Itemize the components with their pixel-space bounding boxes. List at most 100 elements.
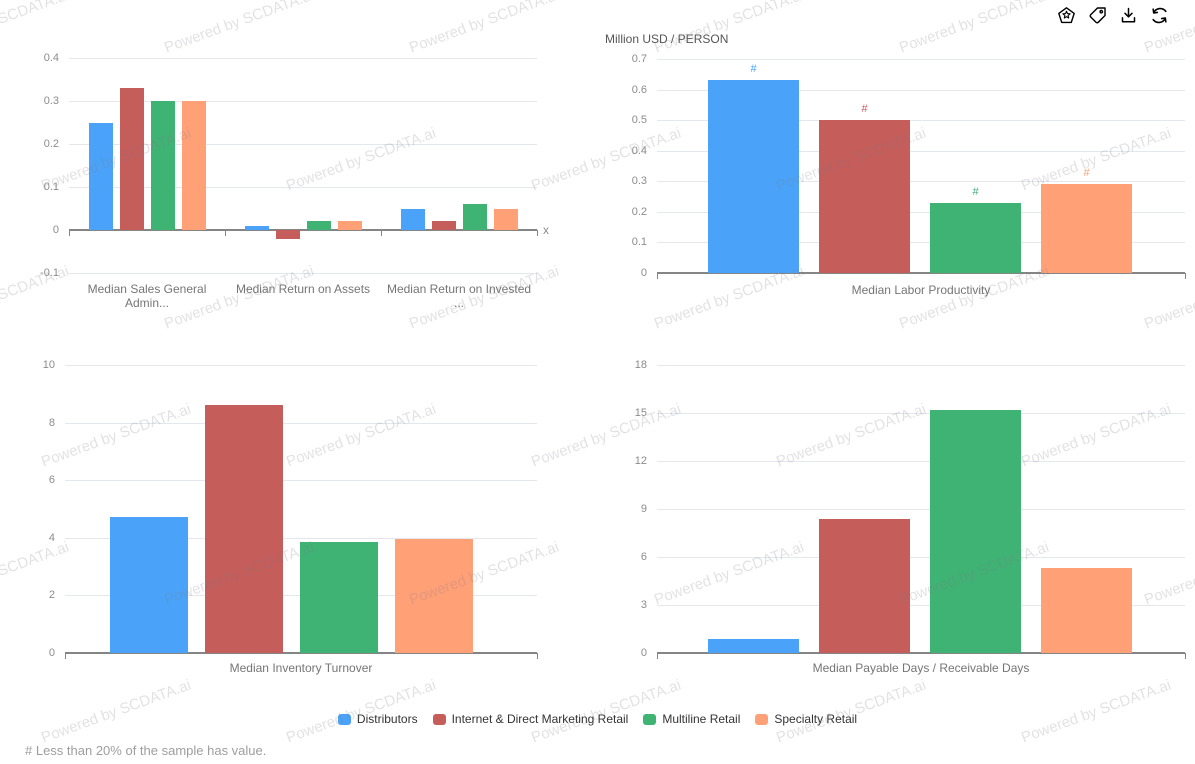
axis-tick xyxy=(1185,653,1186,659)
chart-median-ratios: -0.1 0 0.1 0.2 0.3 0.4 Median Sales General Ad… xyxy=(0,30,565,330)
legend-item[interactable]: Internet & Direct Marketing Retail xyxy=(432,712,628,726)
category-label: Median Return on Assets xyxy=(235,282,371,296)
y-tick-label: 0.2 xyxy=(43,138,59,150)
bar[interactable] xyxy=(819,120,910,273)
flag-annotation: # xyxy=(972,185,979,198)
y-tick-label: 12 xyxy=(634,455,647,467)
y-tick-label: 0.3 xyxy=(43,95,59,107)
gridline xyxy=(657,365,1185,366)
y-tick-label: 0.5 xyxy=(631,114,647,127)
y-tick-label: 0.3 xyxy=(631,175,647,188)
chart-median-labor-productivity: 0 0.1 0.2 0.3 0.4 0.5 0.6 0.7 # # # # Median Labor P… xyxy=(595,25,1195,325)
y-tick-label: 0.7 xyxy=(631,53,647,65)
category-label: Median Labor Productivity xyxy=(851,283,991,297)
gridline xyxy=(657,150,1185,152)
y-tick-label: 6 xyxy=(48,474,55,487)
gridline xyxy=(657,89,1185,91)
y-tick-label: 0.1 xyxy=(631,236,647,249)
gridline xyxy=(69,273,537,274)
bar[interactable] xyxy=(819,519,910,653)
gridline xyxy=(65,537,537,539)
y-tick-label: 0.4 xyxy=(631,144,647,157)
refresh-icon[interactable] xyxy=(1150,6,1169,25)
x-axis-line xyxy=(657,652,1185,654)
bar[interactable] xyxy=(150,101,175,230)
y-tick-label: 0.6 xyxy=(631,83,647,96)
bar[interactable] xyxy=(244,225,269,230)
bar[interactable] xyxy=(431,221,456,230)
gridline xyxy=(657,181,1185,183)
legend-item[interactable]: Distributors xyxy=(337,712,418,726)
bar[interactable] xyxy=(400,208,425,230)
axis-tick xyxy=(657,273,658,279)
y-tick-label: 8 xyxy=(48,416,55,429)
bar[interactable] xyxy=(300,541,378,653)
legend-label: Distributors xyxy=(356,712,418,726)
y-tick-label: 15 xyxy=(634,407,647,419)
axis-tick xyxy=(657,653,658,659)
bar[interactable] xyxy=(930,202,1021,273)
bar[interactable] xyxy=(306,221,331,230)
bar[interactable] xyxy=(462,204,487,230)
y-tick-label: 2 xyxy=(48,589,55,602)
axis-unit-label: Million USD / PERSON xyxy=(605,32,729,46)
x-axis-line xyxy=(65,652,537,654)
flag-annotation: # xyxy=(750,63,757,76)
x-axis-line xyxy=(657,272,1185,274)
bar[interactable] xyxy=(205,404,283,653)
bar[interactable] xyxy=(395,538,473,653)
gridline xyxy=(657,461,1185,462)
y-tick-label: 0.4 xyxy=(43,52,59,64)
download-icon[interactable] xyxy=(1119,6,1138,25)
footnote: # Less than 20% of the sample has value. xyxy=(25,743,267,758)
toolbar xyxy=(1057,6,1169,25)
gridline xyxy=(657,242,1185,244)
gridline xyxy=(69,144,537,145)
tag-icon[interactable] xyxy=(1088,6,1107,25)
axis-tick xyxy=(381,230,382,236)
gridline xyxy=(657,120,1185,122)
bar[interactable] xyxy=(708,638,799,653)
bar[interactable] xyxy=(493,208,518,230)
legend-swatch xyxy=(755,713,769,725)
bar[interactable] xyxy=(110,517,188,653)
x-axis-line xyxy=(69,229,537,231)
y-tick-label: 0 xyxy=(52,224,59,236)
y-tick-label: 0 xyxy=(48,647,55,659)
legend-swatch xyxy=(643,713,657,725)
bar[interactable] xyxy=(88,122,113,230)
gridline xyxy=(657,509,1185,510)
gridline xyxy=(657,211,1185,213)
axis-tick xyxy=(69,230,70,236)
bar[interactable] xyxy=(181,101,206,230)
gridline xyxy=(657,605,1185,606)
gridline xyxy=(65,365,537,366)
y-tick-label: 0 xyxy=(640,647,647,659)
gridline xyxy=(69,187,537,188)
y-tick-label: -0.1 xyxy=(40,267,59,279)
bar[interactable] xyxy=(1041,184,1132,273)
bar[interactable] xyxy=(275,230,300,239)
legend-item[interactable]: Specialty Retail xyxy=(755,712,857,726)
legend-label: Multiline Retail xyxy=(662,712,741,726)
y-tick-label: 0.2 xyxy=(631,205,647,218)
bar[interactable] xyxy=(1041,568,1132,653)
legend-swatch xyxy=(337,713,351,725)
axis-tick xyxy=(225,230,226,236)
gridline xyxy=(657,557,1185,558)
bar[interactable] xyxy=(119,88,144,230)
gridline xyxy=(65,480,537,482)
bar[interactable] xyxy=(930,409,1021,653)
bar[interactable] xyxy=(708,80,799,273)
legend-item[interactable]: Multiline Retail xyxy=(643,712,740,726)
flag-annotation: # xyxy=(861,103,868,116)
bar[interactable] xyxy=(337,221,362,230)
gridline xyxy=(65,422,537,424)
y-tick-label: 3 xyxy=(640,599,647,611)
category-label: Median Sales General Admin... xyxy=(87,282,207,310)
flag-annotation: # xyxy=(1083,167,1090,180)
y-tick-label: 18 xyxy=(634,359,647,371)
axis-tick xyxy=(537,230,538,236)
badge-icon[interactable] xyxy=(1057,6,1076,25)
